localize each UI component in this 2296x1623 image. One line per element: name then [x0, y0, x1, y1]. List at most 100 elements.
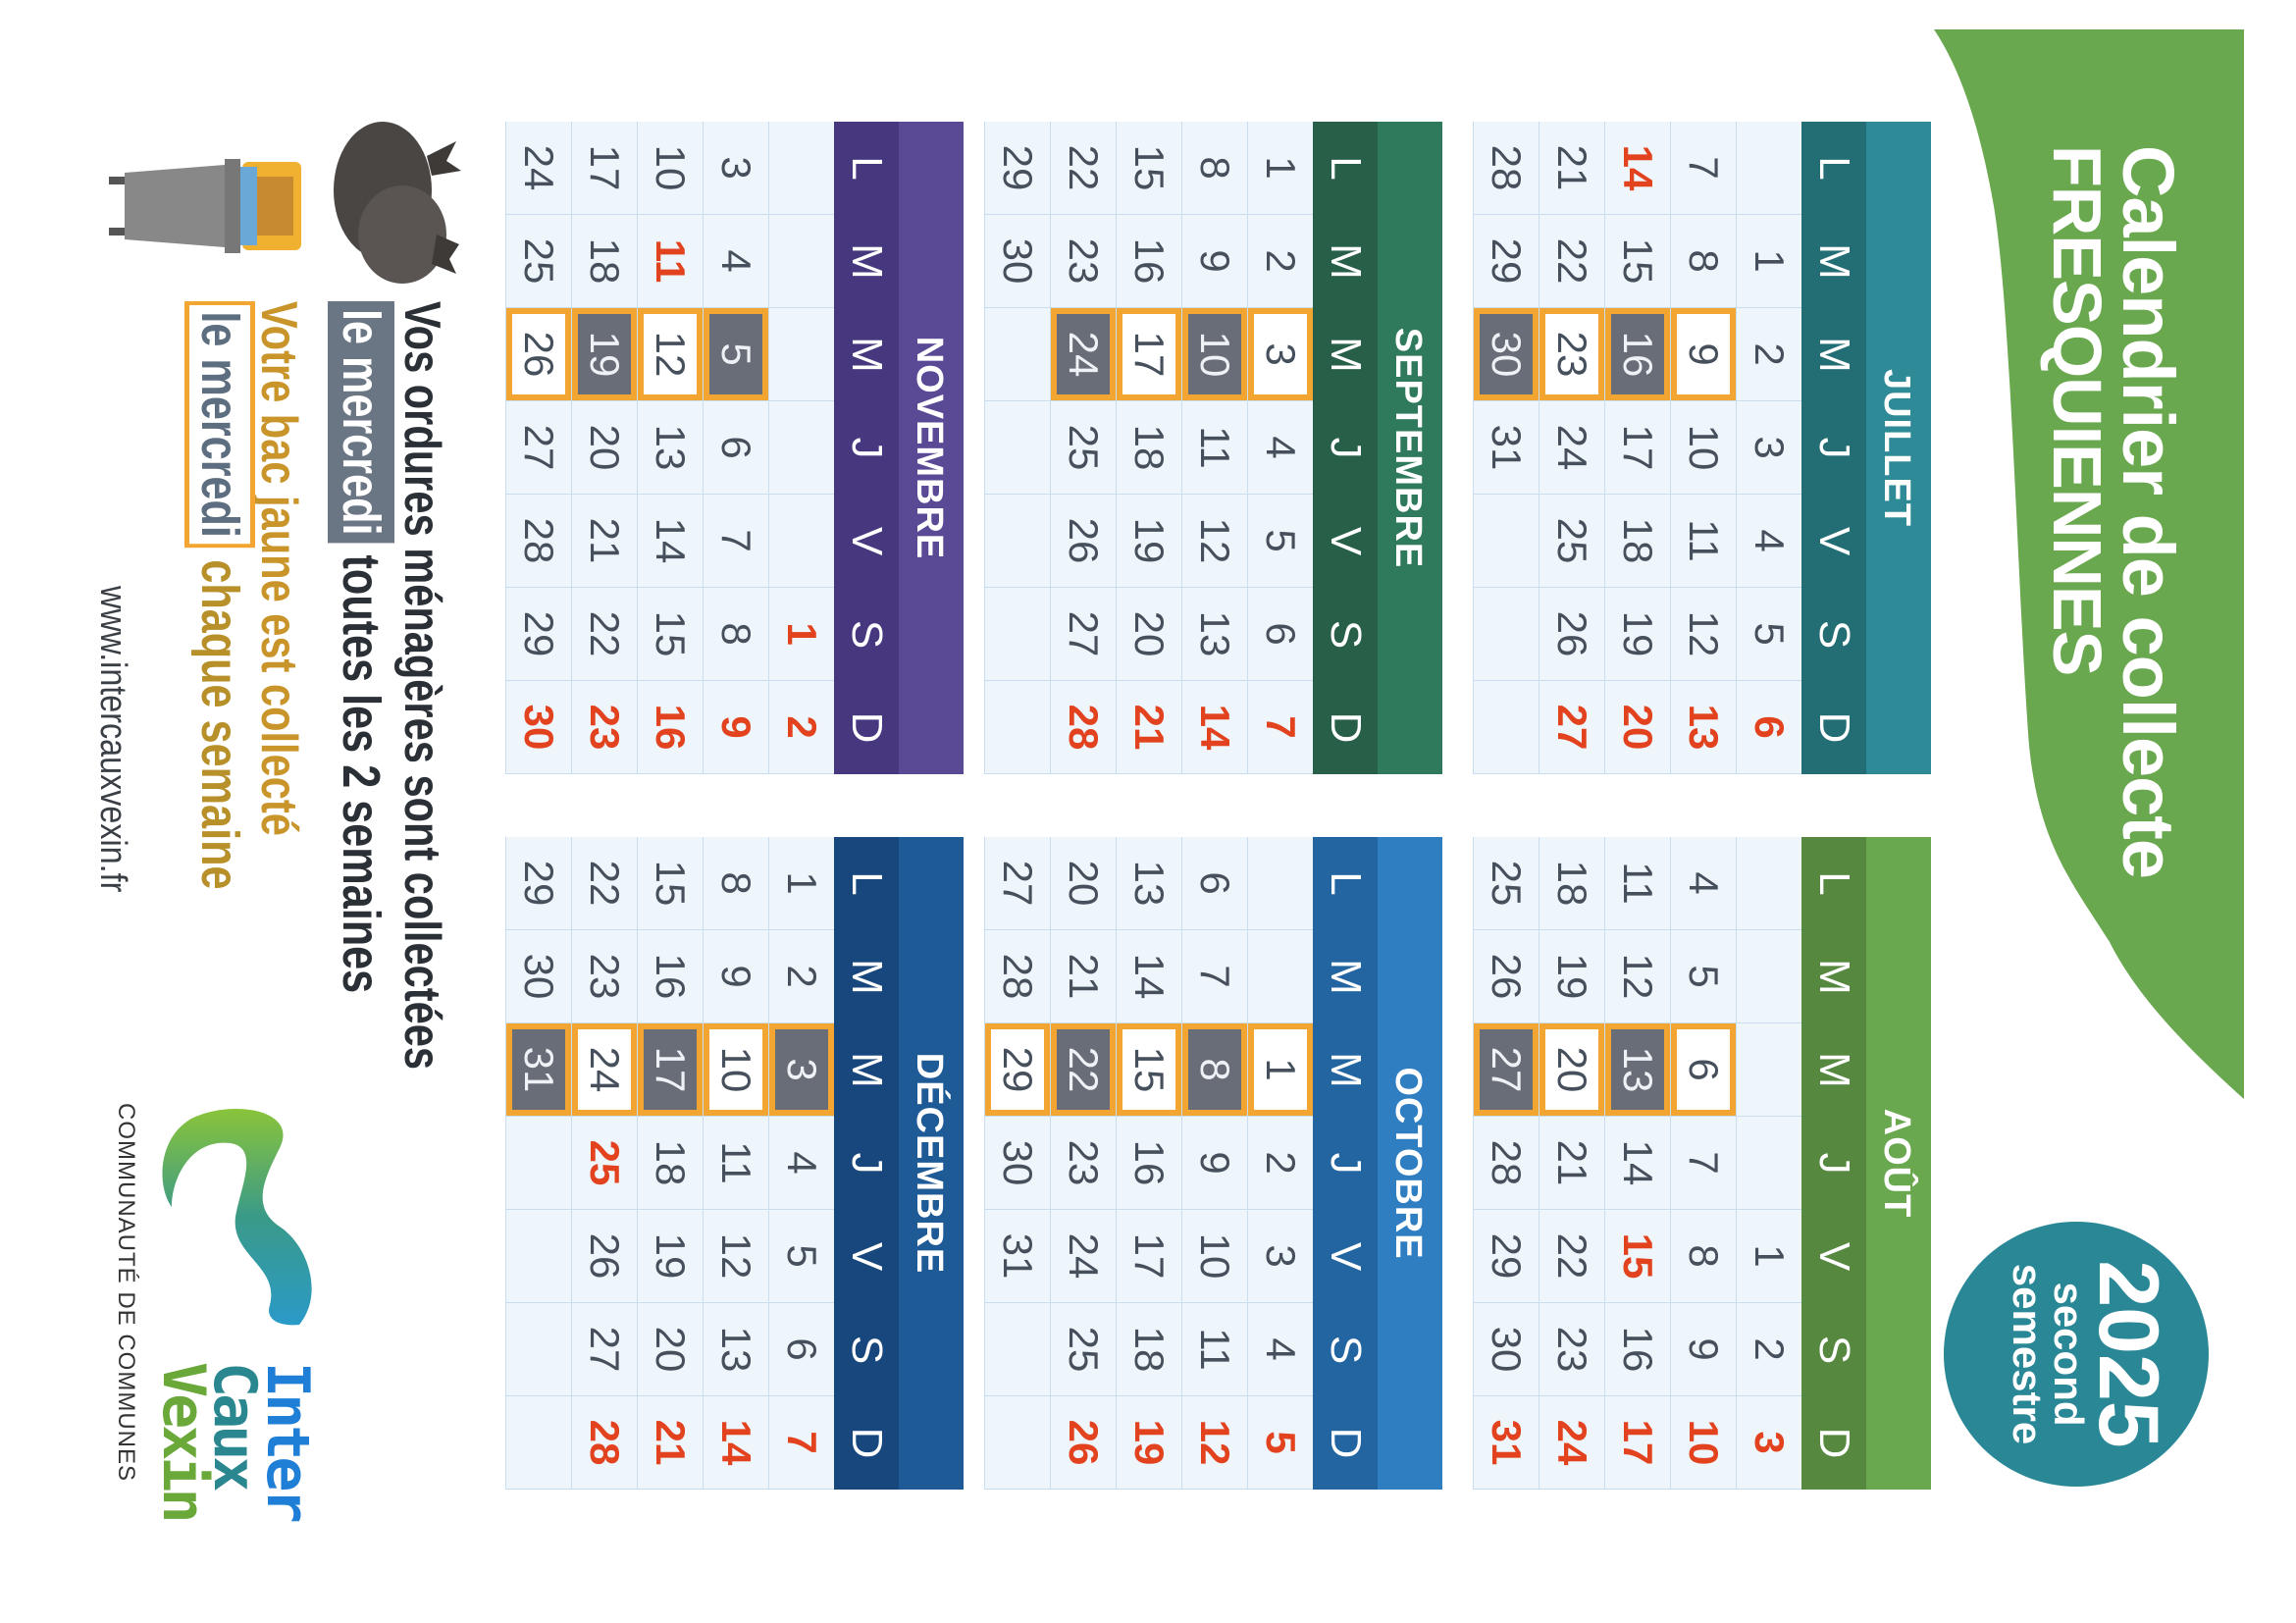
day-cell: 19 — [1116, 1396, 1181, 1490]
weekday-label: D — [1322, 711, 1370, 744]
household-and-yellow-collection-day: 13 — [1604, 1023, 1670, 1117]
day-cell: 1 — [768, 588, 834, 681]
day-cell: 8 — [1181, 122, 1247, 215]
day-cell: 30 — [1473, 1303, 1539, 1396]
weekday-label: S — [843, 1335, 891, 1365]
empty-cell — [984, 308, 1050, 401]
day-cell: 4 — [768, 1117, 834, 1210]
day-cell: 23 — [1050, 1117, 1116, 1210]
weekday-label: D — [1322, 1427, 1370, 1459]
yellow-bin-text: Votre bac jaune est collecté — [250, 301, 307, 836]
yellow-bin-collection-day: 29 — [984, 1023, 1050, 1117]
day-cell: 11 — [1181, 1303, 1247, 1396]
month-title: SEPTEMBRE — [1378, 122, 1442, 774]
month-title: JUILLET — [1866, 122, 1931, 774]
week-row: 13 14 15 16 17 18 19 — [1116, 837, 1181, 1490]
day-cell: 8 — [703, 588, 768, 681]
yellow-bin-collection-day: 20 — [1539, 1023, 1604, 1117]
day-cell: 21 — [1539, 122, 1604, 215]
yellow-bin-collection-day: 10 — [703, 1023, 768, 1117]
weekday-label: J — [1810, 1152, 1858, 1175]
empty-cell — [505, 1210, 571, 1303]
day-cell: 2 — [1736, 308, 1801, 401]
weekday-label: L — [843, 156, 891, 181]
day-cell: 18 — [1116, 401, 1181, 495]
day-cell: 23 — [571, 681, 637, 774]
day-cell: 6 — [768, 1303, 834, 1396]
day-cell: 24 — [1050, 1210, 1116, 1303]
day-cell: 8 — [1670, 215, 1736, 308]
day-cell: 26 — [1539, 588, 1604, 681]
day-cell: 25 — [571, 1117, 637, 1210]
day-cell: 15 — [637, 588, 703, 681]
day-cell: 22 — [571, 837, 637, 930]
day-cell: 10 — [1670, 1396, 1736, 1490]
title: Calendrier de collecte — [2108, 145, 2189, 879]
household-and-yellow-collection-day: 31 — [505, 1023, 571, 1117]
day-cell: 14 — [1116, 930, 1181, 1023]
day-cell: 28 — [1473, 1117, 1539, 1210]
day-cell: 18 — [637, 1117, 703, 1210]
weekday-label: S — [843, 619, 891, 650]
day-cell: 29 — [505, 837, 571, 930]
day-cell: 2 — [768, 930, 834, 1023]
weekday-label: J — [1322, 1152, 1370, 1175]
day-cell: 4 — [1247, 1303, 1313, 1396]
day-cell: 29 — [505, 588, 571, 681]
badge-year: 2025 — [2081, 1260, 2175, 1448]
week-row: 10 11 12 13 14 15 16 — [637, 122, 703, 774]
month-title: OCTOBRE — [1378, 837, 1442, 1490]
day-cell: 10 — [1181, 1210, 1247, 1303]
weekday-label: V — [1810, 1241, 1858, 1272]
website-link[interactable]: www.intercauxvexin.fr — [92, 586, 133, 893]
day-cell: 28 — [1050, 681, 1116, 774]
day-cell: 9 — [1181, 1117, 1247, 1210]
day-cell: 31 — [984, 1210, 1050, 1303]
empty-cell — [505, 1396, 571, 1490]
day-cell: 30 — [984, 1117, 1050, 1210]
day-cell: 16 — [1116, 215, 1181, 308]
week-row: 14 15 16 17 18 19 20 — [1604, 122, 1670, 774]
yellow-bin-frequency: chaque semaine — [190, 548, 249, 890]
day-cell: 16 — [1604, 1303, 1670, 1396]
day-cell: 31 — [1473, 1396, 1539, 1490]
empty-cell — [768, 308, 834, 401]
day-cell: 17 — [1604, 401, 1670, 495]
household-and-yellow-collection-day: 27 — [1473, 1023, 1539, 1117]
day-cell: 4 — [1247, 401, 1313, 495]
weekday-header: L M M J V S D — [1801, 122, 1866, 774]
day-cell: 7 — [1670, 1117, 1736, 1210]
weekday-header: L M M J V S D — [1313, 837, 1378, 1490]
day-cell: 29 — [1473, 1210, 1539, 1303]
day-cell: 9 — [1670, 1303, 1736, 1396]
day-cell: 6 — [703, 401, 768, 495]
day-cell: 7 — [703, 495, 768, 588]
day-cell: 3 — [1736, 1396, 1801, 1490]
empty-cell — [1736, 122, 1801, 215]
day-cell: 20 — [1604, 681, 1670, 774]
month-août: AOÛT L M M J V S D 1 2 3 4 5 6 7 8 9 10 11 12 13 14 15 16 17 18 19… — [1473, 837, 1931, 1490]
day-cell: 24 — [1539, 401, 1604, 495]
day-cell: 14 — [637, 495, 703, 588]
day-cell: 17 — [1116, 1210, 1181, 1303]
day-cell: 9 — [1181, 215, 1247, 308]
yellow-bin-collection-day: 6 — [1670, 1023, 1736, 1117]
day-cell: 19 — [637, 1210, 703, 1303]
day-cell: 3 — [1247, 1210, 1313, 1303]
day-cell: 7 — [1670, 122, 1736, 215]
empty-cell — [1473, 588, 1539, 681]
day-cell: 3 — [703, 122, 768, 215]
weekday-label: M — [1810, 1052, 1858, 1088]
logo-vexin: Vexin — [149, 1362, 218, 1520]
household-waste-frequency: toutes les 2 semaines — [332, 543, 391, 994]
empty-cell — [768, 495, 834, 588]
empty-cell — [768, 122, 834, 215]
day-cell: 23 — [571, 930, 637, 1023]
day-cell: 9 — [703, 930, 768, 1023]
week-row: 20 21 22 23 24 25 26 — [1050, 837, 1116, 1490]
badge-line2: semestre — [2005, 1263, 2051, 1445]
day-cell: 28 — [505, 495, 571, 588]
weekday-label: D — [843, 711, 891, 744]
